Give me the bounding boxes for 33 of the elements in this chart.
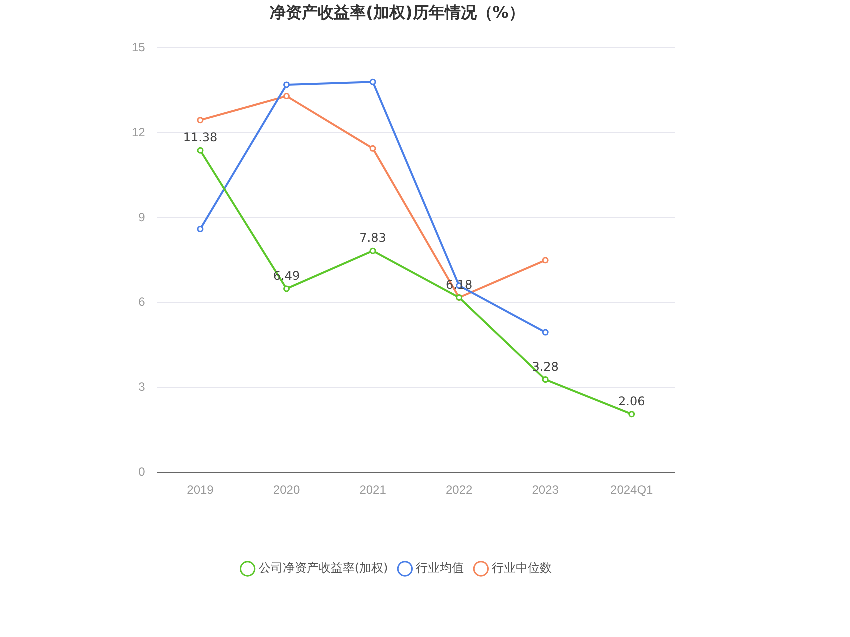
point [284,82,290,88]
point [284,93,290,100]
y-tick-label: 6 [138,295,146,310]
point [628,411,636,418]
y-tick-label: 12 [132,125,146,140]
y-tick-label: 0 [138,464,146,479]
data-label: 2.06 [618,394,646,408]
x-tick-label: 2020 [273,483,300,498]
point [542,257,549,264]
point [370,145,376,152]
x-tick-label: 2019 [187,483,214,498]
y-tick-label: 3 [138,380,146,394]
y-tick-label: 9 [138,210,146,224]
legend-label: 行业中位数 [492,561,552,576]
y-tick-label: 15 [132,40,146,55]
x-tick-label: 2024Q1 [610,483,654,498]
point [542,329,549,336]
point [542,376,549,384]
point [197,117,204,124]
point [197,147,204,154]
x-tick-label: 2022 [446,483,473,498]
data-label: 7.83 [360,231,386,246]
point [284,286,290,292]
point [370,78,376,86]
chart-title: 净资产收益率(加权)历年情况（%） [270,2,525,22]
legend-label: 行业均值 [416,561,464,576]
x-tick-label: 2021 [360,483,387,498]
point [197,226,204,233]
data-label: 3.28 [532,360,559,374]
x-tick-label: 2023 [532,483,560,498]
data-label: 11.38 [183,130,218,145]
point [370,248,376,254]
legend-label: 公司净资产收益率(加权) [258,561,388,576]
